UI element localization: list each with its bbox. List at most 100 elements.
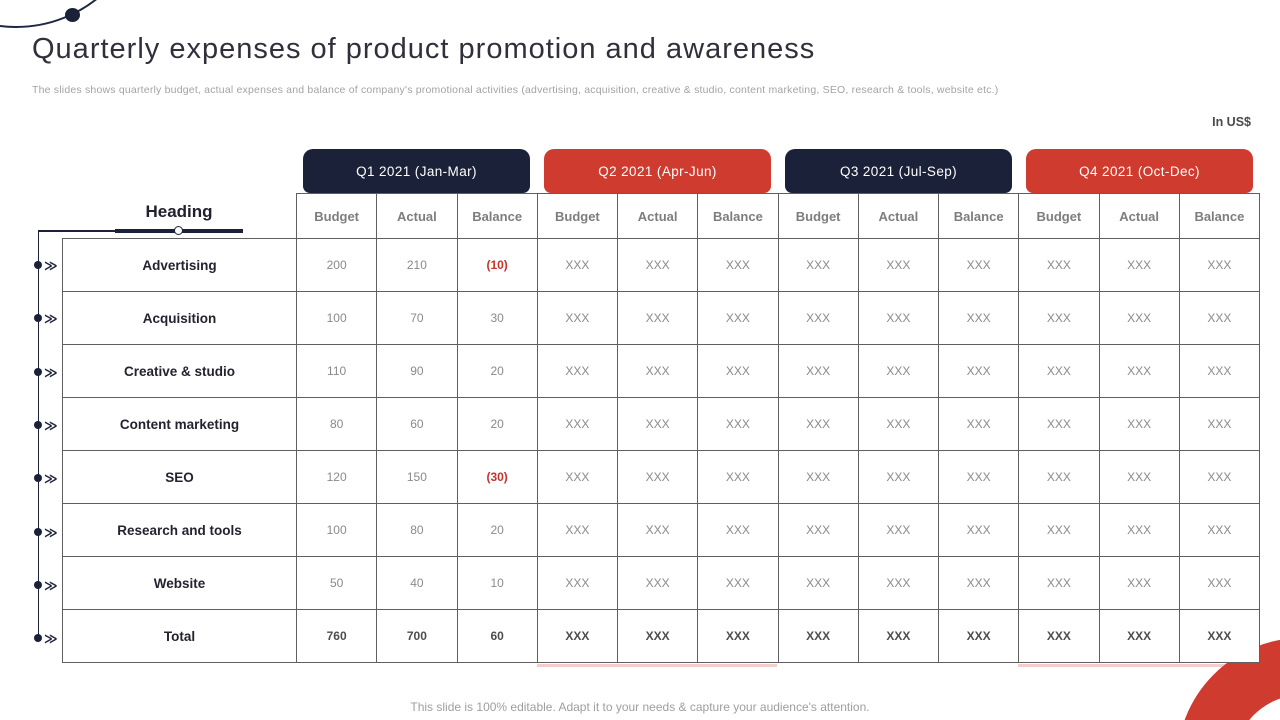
cell-value: XXX [1018,397,1100,451]
heading-node-icon [174,226,183,235]
column-header: Balance [456,193,538,239]
cell-value: XXX [697,503,779,557]
cell-value: XXX [1018,609,1100,663]
row-label: Research and tools [62,503,297,557]
cell-value: XXX [1098,397,1180,451]
chevron-right-icon: ≫ [44,310,58,326]
row-label: Advertising [62,238,297,292]
column-header: Balance [937,193,1020,239]
corner-dot-decoration [65,8,80,22]
cell-value: 20 [456,344,538,398]
cell-value: 60 [376,397,458,451]
marker-dot-icon [34,581,42,589]
cell-value: 20 [456,397,538,451]
column-header: Budget [777,193,859,239]
cell-value: XXX [536,556,619,610]
cell-value: XXX [1018,503,1100,557]
cell-value: 100 [295,291,378,345]
cell-value: XXX [777,397,859,451]
cell-value: XXX [616,556,699,610]
column-header: Balance [1178,193,1261,239]
cell-value: XXX [857,397,940,451]
cell-value: XXX [937,397,1020,451]
cell-value: XXX [1178,450,1261,504]
column-header: Balance [697,193,779,239]
cell-value: XXX [616,397,699,451]
cell-value: 110 [295,344,378,398]
cell-value: XXX [937,450,1020,504]
cell-value: XXX [1098,344,1180,398]
cell-value: XXX [697,291,779,345]
cell-value: XXX [697,238,779,292]
cell-value: XXX [1178,397,1261,451]
cell-value: XXX [1018,238,1100,292]
cell-value: XXX [1098,556,1180,610]
cell-value: XXX [616,238,699,292]
expenses-table: Budget Actual Balance Budget Actual Bala… [62,193,1261,663]
cell-value: XXX [536,238,619,292]
cell-value: XXX [937,238,1020,292]
cell-value: (30) [456,450,538,504]
cell-value: (10) [456,238,538,292]
cell-value: 200 [295,238,378,292]
cell-value: XXX [1098,503,1180,557]
cell-value: XXX [857,503,940,557]
cell-value: 10 [456,556,538,610]
chevron-right-icon: ≫ [44,364,58,380]
cell-value: XXX [616,503,699,557]
cell-value: XXX [1178,344,1261,398]
cell-value: XXX [937,609,1020,663]
cell-value: XXX [777,609,859,663]
row-label: Website [62,556,297,610]
quarter-tab-q2: Q2 2021 (Apr-Jun) [544,149,771,193]
cell-value: 120 [295,450,378,504]
cell-value: XXX [697,344,779,398]
cell-value: 70 [376,291,458,345]
slide-subtitle: The slides shows quarterly budget, actua… [32,84,999,96]
cell-value: 30 [456,291,538,345]
cell-value: 700 [376,609,458,663]
page-title: Quarterly expenses of product promotion … [32,33,816,65]
row-label: SEO [62,450,297,504]
marker-dot-icon [34,421,42,429]
cell-value: 80 [376,503,458,557]
cell-value: XXX [536,609,619,663]
column-header: Budget [295,193,378,239]
cell-value: XXX [697,450,779,504]
column-header: Actual [376,193,458,239]
cell-value: XXX [616,291,699,345]
cell-value: 40 [376,556,458,610]
cell-value: XXX [536,397,619,451]
cell-value: XXX [616,609,699,663]
table-row: Content marketing 80 60 20 XXX XXX XXX XXX XXX XX… [62,397,1261,451]
table-body: Advertising 200 210 (10) XXX XXX XXX XXX XXX XXX X… [62,238,1261,663]
heading-label: Heading [145,202,213,221]
cell-value: 210 [376,238,458,292]
chevron-right-icon: ≫ [44,470,58,486]
chevron-right-icon: ≫ [44,630,58,646]
cell-value: 50 [295,556,378,610]
cell-value: XXX [937,344,1020,398]
column-header: Actual [1098,193,1180,239]
cell-value: 80 [295,397,378,451]
cell-value: XXX [857,556,940,610]
cell-value: XXX [777,503,859,557]
cell-value: 20 [456,503,538,557]
row-marker-icon: ≫ [31,365,63,379]
cell-value: XXX [1018,291,1100,345]
cell-value: XXX [616,450,699,504]
quarter-tab-q3: Q3 2021 (Jul-Sep) [785,149,1012,193]
cell-value: XXX [777,344,859,398]
column-header: Actual [616,193,699,239]
cell-value: XXX [857,238,940,292]
marker-dot-icon [34,474,42,482]
row-marker-icon: ≫ [31,525,63,539]
cell-value: XXX [536,344,619,398]
column-header: Budget [1018,193,1100,239]
cell-value: XXX [1178,238,1261,292]
cell-value: XXX [857,291,940,345]
chevron-right-icon: ≫ [44,524,58,540]
cell-value: XXX [777,238,859,292]
table-row: Creative & studio 110 90 20 XXX XXX XXX XXX XXX X… [62,344,1261,398]
cell-value: XXX [536,503,619,557]
